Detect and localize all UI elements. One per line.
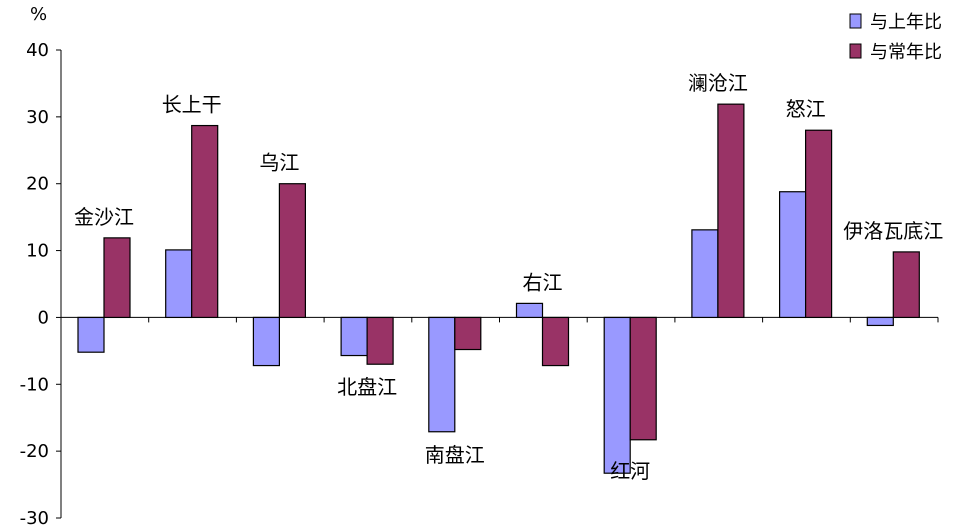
category-label: 伊洛瓦底江 (843, 219, 943, 243)
y-tick-label: -20 (20, 441, 49, 462)
bars (77, 103, 920, 474)
category-label: 北盘江 (337, 375, 397, 399)
legend-label: 与上年比 (870, 12, 942, 33)
bar-vs-normal (278, 183, 306, 319)
category-label: 长上干 (162, 93, 222, 117)
y-tick-label: 0 (38, 307, 49, 328)
bar-vs-last-year (252, 316, 280, 367)
y-unit-label: % (30, 4, 47, 25)
y-tick-label: -30 (20, 508, 49, 529)
bar-vs-normal (804, 129, 833, 319)
bar-vs-last-year (603, 316, 631, 474)
y-tick-label: -10 (20, 374, 49, 395)
bar-vs-last-year (866, 316, 894, 327)
legend-swatch (849, 43, 862, 59)
bar-vs-last-year (77, 316, 105, 353)
bar-vs-normal (892, 251, 920, 319)
bar-vs-normal (103, 237, 131, 319)
category-label: 怒江 (786, 97, 826, 121)
bar-vs-normal (366, 316, 394, 365)
bar-vs-last-year (340, 316, 368, 357)
bar-vs-last-year (515, 302, 544, 319)
category-label: 金沙江 (74, 205, 134, 229)
y-tick-label: 10 (26, 241, 49, 262)
category-label: 乌江 (259, 151, 299, 175)
bar-vs-normal (191, 124, 219, 319)
bar-vs-last-year (428, 316, 456, 433)
y-tick-label: 20 (26, 174, 49, 195)
category-label: 南盘江 (425, 443, 485, 467)
category-label: 右江 (523, 270, 563, 294)
bar-vs-normal (541, 316, 570, 367)
y-tick-label: 30 (26, 107, 49, 128)
legend-swatch (849, 13, 862, 29)
bar-vs-last-year (778, 191, 807, 319)
bar-vs-last-year (691, 229, 719, 319)
bar-vs-normal (629, 316, 657, 441)
bar-vs-normal (717, 103, 745, 319)
legend-label: 与常年比 (870, 42, 942, 63)
bar-vs-normal (454, 316, 482, 351)
y-tick-label: 40 (26, 40, 49, 61)
category-label: 澜沧江 (688, 71, 748, 95)
bar-vs-last-year (165, 249, 193, 319)
category-label: 红河 (610, 459, 650, 483)
